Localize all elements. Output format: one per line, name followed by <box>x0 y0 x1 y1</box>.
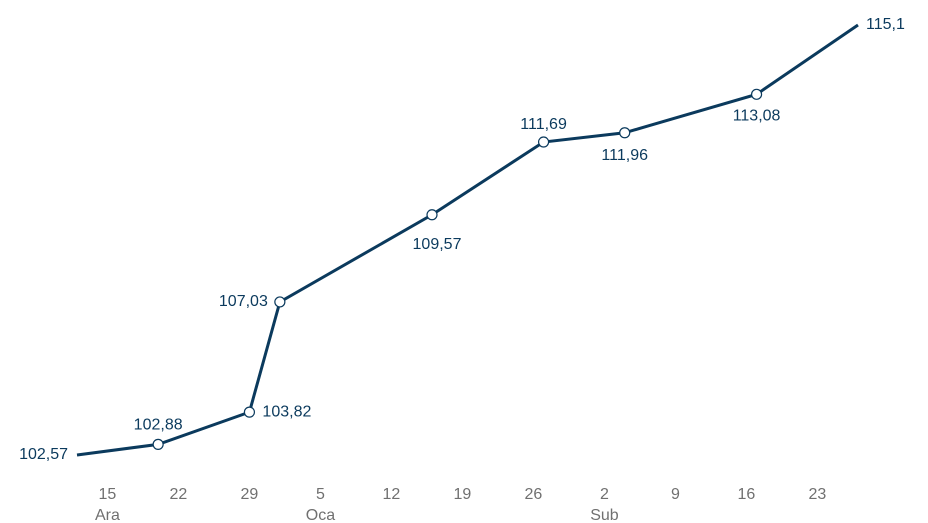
line <box>76 23 859 457</box>
x-group-label: Ara <box>95 507 120 523</box>
point <box>537 136 550 148</box>
x-tick-label: 29 <box>241 486 259 503</box>
x-tick-label: 12 <box>383 486 401 503</box>
x-tick-label: 22 <box>170 486 188 503</box>
x-tick-label: 26 <box>525 486 543 503</box>
x-group-label: Sub <box>590 507 619 523</box>
point <box>274 296 286 308</box>
point <box>152 438 164 450</box>
data-label: 102,88 <box>134 417 183 434</box>
point <box>426 209 438 221</box>
data-label: 103,82 <box>262 403 311 420</box>
x-group-label: Oca <box>306 507 335 523</box>
point <box>619 127 631 139</box>
data-label: 107,03 <box>219 293 268 310</box>
x-tick-label: 16 <box>738 486 756 503</box>
x-tick-label: 15 <box>99 486 117 503</box>
data-label: 113,08 <box>733 108 781 125</box>
data-label: 115,1 <box>866 16 905 33</box>
x-tick-label: 23 <box>809 486 827 503</box>
point <box>243 406 256 418</box>
data-label: 111,96 <box>601 147 648 164</box>
point <box>750 88 763 100</box>
data-label: 102,57 <box>19 446 68 463</box>
x-tick-label: 5 <box>316 486 325 503</box>
x-tick-label: 19 <box>454 486 472 503</box>
x-tick-label: 9 <box>671 486 680 503</box>
data-label: 109,57 <box>413 236 462 253</box>
x-tick-label: 2 <box>600 486 609 503</box>
data-label: 111,69 <box>520 116 567 133</box>
